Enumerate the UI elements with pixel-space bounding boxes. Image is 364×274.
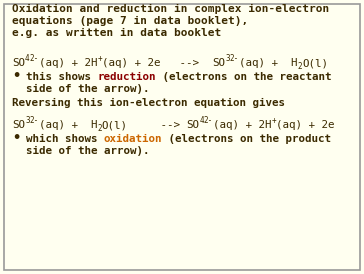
Text: SO: SO	[212, 58, 225, 68]
Text: (aq) + 2e: (aq) + 2e	[102, 58, 160, 68]
Text: SO: SO	[12, 58, 25, 68]
Text: this shows: this shows	[26, 72, 98, 82]
Text: Reversing this ion-electron equation gives: Reversing this ion-electron equation giv…	[12, 98, 285, 108]
Text: (aq) + 2e: (aq) + 2e	[276, 120, 335, 130]
Text: 2-: 2-	[29, 54, 39, 63]
Text: 2: 2	[97, 124, 102, 133]
Text: equations (page 7 in data booklet),: equations (page 7 in data booklet),	[12, 16, 248, 26]
Text: SO: SO	[12, 120, 25, 130]
Text: 4: 4	[199, 116, 204, 125]
Text: reduction: reduction	[98, 72, 156, 82]
Text: O(l): O(l)	[302, 58, 328, 68]
Text: oxidation: oxidation	[104, 134, 162, 144]
Text: (aq) + 2H: (aq) + 2H	[39, 58, 97, 68]
Text: +: +	[272, 116, 276, 125]
Text: (aq) + 2H: (aq) + 2H	[213, 120, 272, 130]
Text: Oxidation and reduction in complex ion-electron: Oxidation and reduction in complex ion-e…	[12, 4, 329, 14]
Text: side of the arrow).: side of the arrow).	[26, 84, 150, 94]
Text: -->: -->	[160, 58, 199, 68]
Text: 2-: 2-	[230, 54, 239, 63]
Text: O(l): O(l)	[102, 120, 128, 130]
Text: (aq) +  H: (aq) + H	[239, 58, 298, 68]
Text: e.g. as written in data booklet: e.g. as written in data booklet	[12, 28, 221, 38]
Text: which shows: which shows	[26, 134, 104, 144]
Text: (electrons on the product: (electrons on the product	[162, 134, 332, 144]
Text: 2-: 2-	[29, 116, 39, 125]
Text: 3: 3	[25, 116, 29, 125]
Text: •: •	[12, 131, 20, 145]
FancyBboxPatch shape	[4, 4, 360, 270]
Text: side of the arrow).: side of the arrow).	[26, 146, 150, 156]
Text: (electrons on the reactant: (electrons on the reactant	[156, 72, 332, 82]
Text: (aq) +  H: (aq) + H	[39, 120, 97, 130]
Text: +: +	[97, 54, 102, 63]
Text: -->: -->	[128, 120, 180, 130]
Text: 3: 3	[225, 54, 230, 63]
Text: SO: SO	[186, 120, 199, 130]
Text: 4: 4	[25, 54, 29, 63]
Text: •: •	[12, 69, 20, 83]
Text: 2-: 2-	[204, 116, 213, 125]
Text: 2: 2	[298, 62, 302, 71]
